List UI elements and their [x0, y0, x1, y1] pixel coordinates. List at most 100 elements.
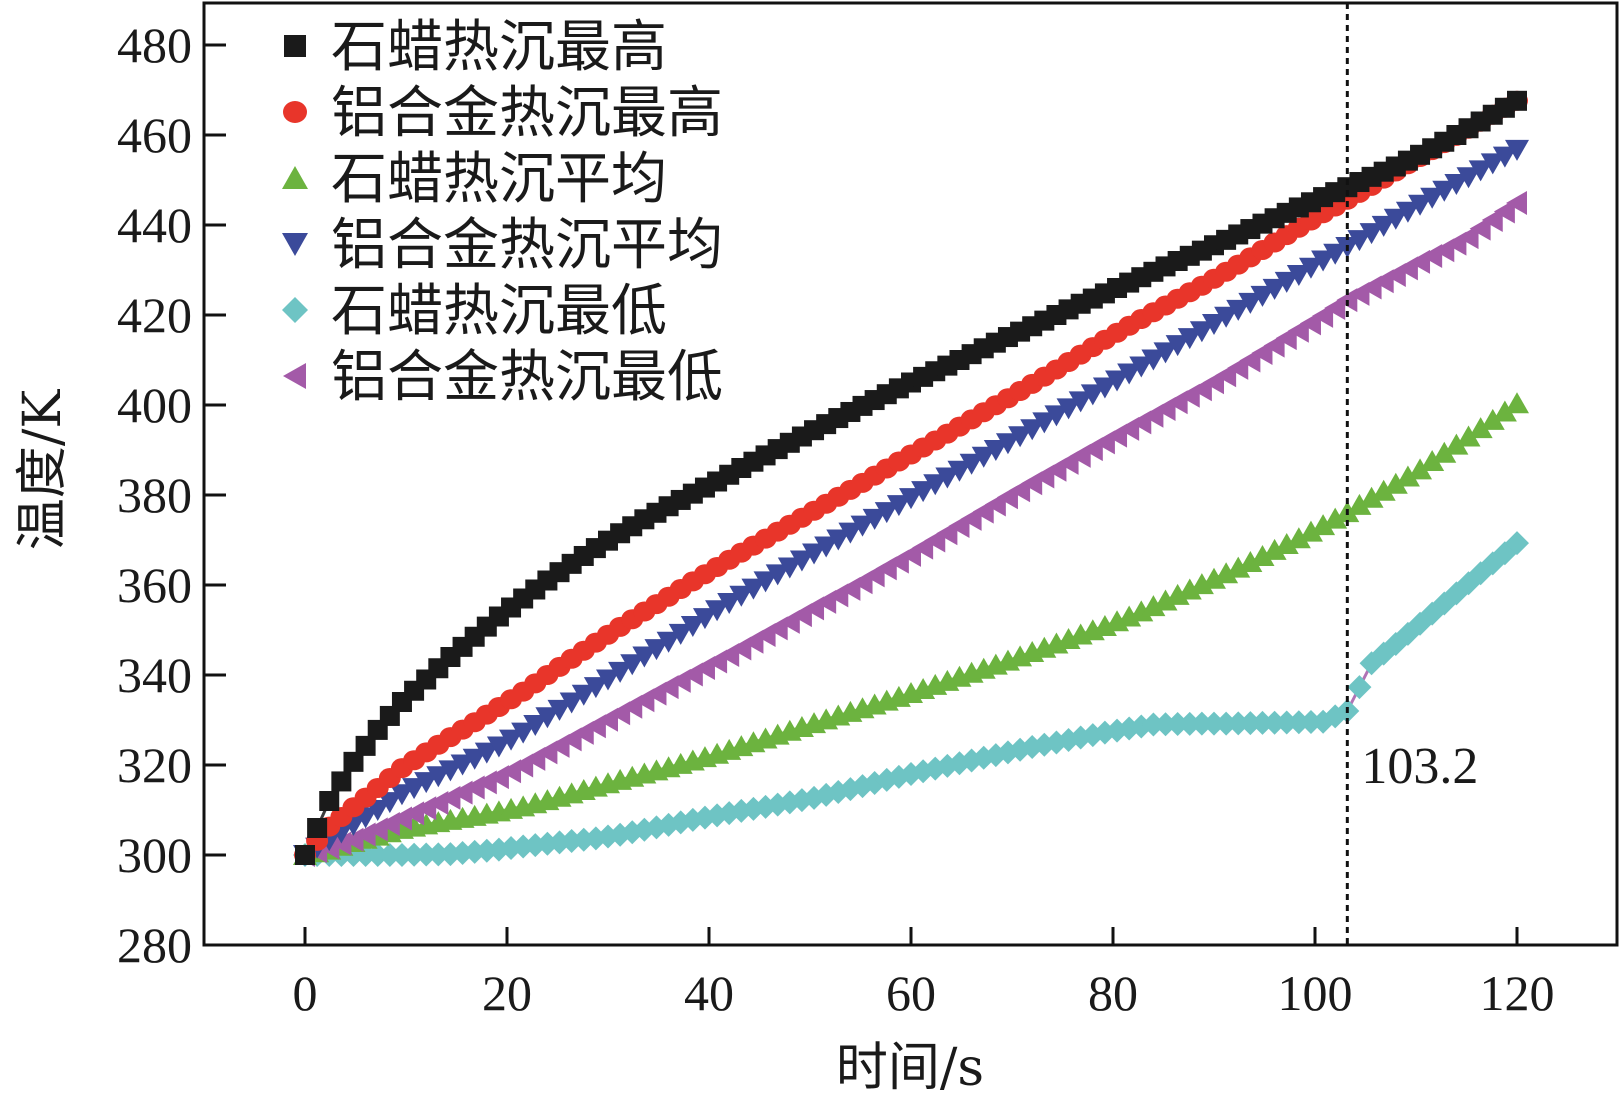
data-point-interp	[1250, 285, 1275, 307]
data-point	[1262, 278, 1287, 300]
data-point	[777, 557, 802, 579]
data-point-interp	[1371, 215, 1396, 237]
series-markers-3	[293, 139, 1529, 866]
data-point	[1311, 514, 1336, 536]
x-tick-label: 0	[293, 965, 318, 1021]
legend-marker-triangle-left-icon	[283, 363, 306, 389]
data-point	[995, 433, 1020, 455]
data-point-interp	[1298, 257, 1323, 279]
y-axis-ticks: 280 300 320 340 360 380 400 420 440 460 480	[117, 17, 226, 973]
data-point	[414, 772, 439, 794]
data-point	[1214, 306, 1239, 328]
data-point-interp	[377, 843, 402, 867]
data-point-interp	[450, 754, 475, 776]
data-point	[1044, 405, 1069, 427]
y-tick-label: 440	[117, 197, 192, 253]
data-point-interp	[668, 623, 693, 645]
series-markers-5	[294, 190, 1527, 867]
x-tick-label: 120	[1480, 965, 1555, 1021]
data-point	[1383, 208, 1408, 230]
y-tick-label: 380	[117, 467, 192, 523]
data-point	[583, 677, 608, 699]
data-point-interp	[426, 766, 451, 788]
data-point	[923, 474, 948, 496]
data-point-interp	[377, 792, 402, 814]
data-point-interp	[331, 771, 352, 792]
legend-marker-triangle-up-icon	[282, 166, 308, 189]
x-tick-label: 80	[1088, 965, 1138, 1021]
y-tick-label: 460	[117, 107, 192, 163]
data-point-interp	[330, 831, 352, 856]
data-point-interp	[983, 440, 1008, 461]
x-tick-label: 100	[1278, 965, 1353, 1021]
data-point-interp	[1250, 544, 1275, 566]
transition-time-label: 103.2	[1361, 738, 1478, 795]
legend-label: 石蜡热沉平均	[331, 147, 667, 212]
series-markers-0	[295, 90, 1527, 865]
data-point	[1311, 250, 1336, 272]
annotations: 103.2	[1345, 3, 1478, 945]
data-point	[656, 631, 681, 653]
data-point	[319, 791, 340, 811]
data-point	[1359, 486, 1384, 508]
data-point	[753, 571, 778, 593]
y-tick-label: 280	[117, 917, 192, 973]
legend-item: 石蜡热沉最低	[282, 279, 667, 344]
data-point	[632, 646, 657, 668]
data-point-interp	[692, 608, 717, 630]
data-point-interp	[1323, 243, 1348, 265]
x-axis-ticks: 0 20 40 60 80 100 120	[293, 927, 1555, 1021]
legend-item: 铝合金热沉平均	[282, 213, 723, 278]
data-point	[295, 845, 315, 865]
data-point-interp	[596, 669, 620, 691]
legend-item: 铝合金热沉最低	[283, 345, 723, 410]
x-tick-label: 40	[684, 965, 734, 1021]
data-point	[1505, 531, 1529, 556]
data-point-interp	[1469, 216, 1491, 241]
data-point	[1189, 573, 1214, 595]
y-tick-label: 360	[117, 557, 192, 613]
data-point-interp	[1008, 426, 1033, 448]
data-point	[1238, 551, 1263, 573]
data-point	[1141, 349, 1166, 371]
data-point-interp	[717, 593, 742, 614]
data-point-interp	[1226, 299, 1251, 321]
legend-label: 石蜡热沉最高	[331, 15, 667, 80]
data-point	[1432, 180, 1457, 202]
data-point-interp	[1444, 433, 1469, 455]
data-point	[608, 661, 633, 683]
data-point	[1238, 292, 1263, 314]
data-point-interp	[1347, 230, 1372, 252]
data-point-interp	[1226, 556, 1251, 578]
data-point-interp	[1395, 465, 1420, 487]
data-point	[1480, 408, 1505, 430]
data-point-interp	[1371, 479, 1396, 501]
data-point-interp	[911, 481, 936, 503]
data-point	[826, 529, 851, 551]
data-point	[1020, 419, 1045, 441]
data-point	[1214, 562, 1239, 584]
legend-item: 铝合金热沉最高	[283, 81, 723, 146]
data-point	[1456, 425, 1481, 447]
legend-label: 石蜡热沉最低	[331, 279, 667, 344]
data-point	[1141, 595, 1166, 617]
data-point-interp	[741, 578, 766, 600]
data-point	[1165, 335, 1190, 357]
data-point	[874, 502, 899, 524]
series-markers	[293, 90, 1529, 867]
legend-marker-circle-icon	[283, 101, 307, 123]
data-point	[1383, 472, 1408, 494]
data-point-interp	[1202, 314, 1226, 335]
data-point-interp	[1444, 174, 1469, 196]
legend-item: 石蜡热沉平均	[282, 147, 667, 212]
data-point-interp	[1347, 675, 1372, 700]
data-point	[1408, 194, 1433, 216]
data-point-interp	[959, 453, 984, 475]
data-point-interp	[474, 742, 499, 764]
legend-label: 铝合金热沉最低	[331, 345, 723, 410]
data-point-interp	[1129, 356, 1154, 378]
data-point	[438, 760, 463, 782]
data-point	[1189, 321, 1214, 343]
data-point-interp	[620, 654, 645, 676]
data-point-interp	[1105, 370, 1130, 392]
